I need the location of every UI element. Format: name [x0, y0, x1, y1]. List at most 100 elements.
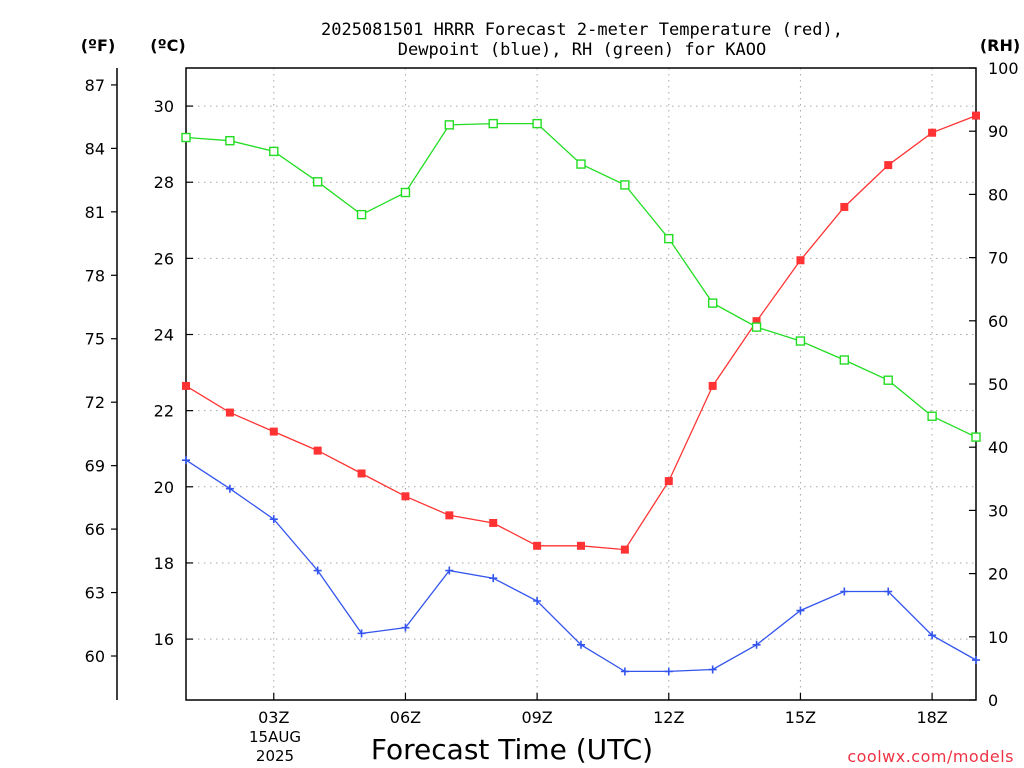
dewpoint-point [313, 566, 322, 575]
dewpoint-point [708, 665, 717, 674]
fahrenheit-tick-label: 72 [85, 393, 105, 412]
rh-point [400, 187, 411, 198]
rh-point [225, 135, 235, 146]
dewpoint-point [269, 515, 278, 524]
dewpoint-point [928, 631, 937, 640]
date-label-year: 2025 [256, 747, 294, 765]
rh-tick-label: 100 [988, 59, 1019, 78]
chart-title-line1: 2025081501 HRRR Forecast 2-meter Tempera… [321, 20, 843, 40]
dewpoint-line [185, 459, 977, 673]
time-tick-label: 18Z [916, 708, 947, 727]
temperature-point [708, 381, 717, 390]
dewpoint-point [225, 484, 234, 493]
rh-axis: 0 10 20 30 40 50 60 70 80 90 100 [969, 59, 1019, 710]
celsius-tick-label: 28 [154, 173, 174, 192]
celsius-axis-label: (ºC) [150, 36, 185, 55]
temperature-point [357, 469, 366, 478]
series-layer [181, 111, 981, 676]
dewpoint-point [182, 456, 190, 465]
temperature-point [796, 256, 805, 265]
time-axis: 03Z 06Z 09Z 12Z 15Z 18Z [258, 693, 948, 727]
rh-point [269, 146, 279, 157]
temperature-point [840, 202, 849, 211]
celsius-tick-label: 22 [154, 402, 174, 421]
fahrenheit-tick-label: 84 [85, 139, 105, 158]
fahrenheit-tick-label: 75 [85, 330, 105, 349]
temperature-point [972, 111, 980, 120]
temperature-point [269, 427, 278, 436]
celsius-axis: 16 18 20 22 24 26 28 30 [154, 97, 193, 649]
rh-tick-label: 60 [988, 312, 1008, 331]
rh-point [356, 209, 367, 220]
temperature-point [225, 408, 234, 417]
temperature-point [489, 518, 498, 527]
dewpoint-point [664, 667, 673, 676]
fahrenheit-axis: 60 63 66 69 72 75 78 81 84 87 [85, 76, 117, 666]
temperature-series [182, 111, 980, 554]
rh-point [751, 322, 762, 332]
temperature-point [577, 541, 585, 550]
rh-tick-label: 0 [988, 691, 998, 710]
fahrenheit-tick-label: 78 [85, 266, 105, 285]
date-label-day: 15AUG [249, 728, 301, 746]
fahrenheit-axis-label: (ºF) [81, 36, 116, 55]
rh-tick-label: 20 [988, 565, 1008, 584]
rh-point [883, 375, 893, 385]
rh-point [488, 118, 498, 129]
time-tick-label: 09Z [521, 708, 552, 727]
celsius-tick-label: 26 [154, 249, 174, 268]
chart-title-line2: Dewpoint (blue), RH (green) for KAOO [398, 40, 766, 60]
dewpoint-point [840, 587, 849, 596]
dewpoint-point [972, 656, 980, 665]
temperature-point [664, 477, 673, 486]
rh-point [532, 118, 542, 129]
rh-point [839, 355, 850, 365]
celsius-tick-label: 16 [154, 630, 174, 649]
time-tick-label: 03Z [258, 708, 289, 727]
rh-series [181, 118, 981, 442]
rh-tick-label: 50 [988, 375, 1008, 394]
rh-tick-label: 40 [988, 438, 1008, 457]
temperature-point [752, 317, 761, 326]
temperature-line [185, 114, 977, 551]
dewpoint-point [401, 623, 410, 632]
rh-tick-label: 30 [988, 501, 1008, 520]
fahrenheit-tick-label: 69 [85, 457, 105, 476]
celsius-tick-label: 24 [154, 326, 174, 345]
rh-point [927, 411, 937, 421]
dewpoint-point [577, 640, 585, 649]
celsius-tick-label: 18 [154, 554, 174, 573]
x-axis-title: Forecast Time (UTC) [371, 733, 653, 766]
dewpoint-point [752, 640, 761, 649]
dewpoint-point [357, 629, 366, 638]
fahrenheit-tick-label: 60 [85, 647, 105, 666]
dewpoint-point [445, 566, 454, 575]
dewpoint-point [884, 587, 893, 596]
dewpoint-point [489, 574, 498, 583]
rh-point [620, 180, 630, 190]
rh-tick-label: 90 [988, 122, 1008, 141]
time-tick-label: 15Z [785, 708, 816, 727]
dewpoint-series [182, 456, 980, 676]
temperature-point [533, 541, 542, 550]
temperature-point [313, 446, 322, 455]
rh-point [312, 177, 323, 187]
fahrenheit-tick-label: 87 [85, 76, 105, 95]
rh-tick-label: 70 [988, 249, 1008, 268]
temperature-point [445, 511, 454, 520]
fahrenheit-tick-label: 63 [85, 584, 105, 603]
temperature-point [620, 545, 629, 554]
fahrenheit-tick-label: 66 [85, 520, 105, 539]
rh-point [181, 132, 191, 143]
dewpoint-point [620, 667, 629, 676]
rh-point [971, 432, 981, 442]
credit-text: coolwx.com/models [847, 747, 1014, 766]
dewpoint-point [533, 597, 542, 606]
temperature-point [884, 161, 893, 170]
rh-point [795, 336, 806, 346]
rh-axis-label: (RH) [980, 36, 1020, 55]
rh-tick-label: 80 [988, 185, 1008, 204]
time-tick-label: 12Z [653, 708, 684, 727]
rh-line [185, 122, 977, 438]
